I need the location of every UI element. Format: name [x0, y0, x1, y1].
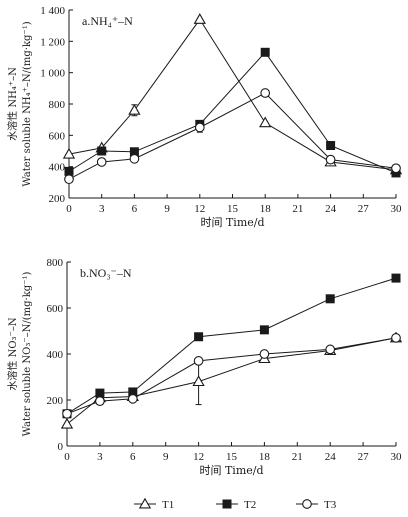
series-line-t1 [66, 337, 397, 425]
data-point-t1 [192, 375, 205, 387]
data-point-t3 [260, 88, 271, 98]
y-tick-label: 1 200 [40, 36, 65, 48]
data-point-t3 [127, 394, 138, 404]
series-line-t1 [68, 18, 397, 171]
x-tick-label: 12 [194, 203, 205, 215]
x-tick-label: 9 [164, 203, 170, 215]
x-tick-label: 9 [163, 451, 169, 463]
panel-label: a.NH₄⁺–N [82, 14, 133, 28]
x-tick-label: 15 [227, 203, 239, 215]
data-point-t2 [326, 141, 336, 151]
data-point-t1 [128, 103, 141, 115]
y-tick-label: 600 [47, 303, 64, 315]
series-line-t2 [66, 277, 397, 415]
x-axis-label: 时间 Time/d [200, 216, 264, 229]
x-tick-label: 27 [358, 451, 370, 463]
y-tick-label: 800 [47, 257, 64, 269]
data-point-t3 [325, 154, 336, 165]
data-point-t3 [129, 153, 140, 164]
series-line-t3 [68, 92, 397, 180]
data-point-t2 [391, 273, 401, 283]
x-tick-label: 21 [292, 451, 303, 463]
data-point-t1 [62, 147, 76, 159]
panel-a-nh4: 0 3 6 9 12 15 18 21 24 27 30 200 400 600 800 1 000 1 200… [6, 5, 403, 229]
x-tick-label: 18 [259, 451, 271, 463]
series-line-t3 [66, 337, 397, 415]
x-tick-label: 30 [391, 203, 403, 215]
legend-label: T3 [324, 499, 337, 511]
legend-label: T2 [244, 499, 256, 511]
x-tick-label: 0 [66, 203, 72, 215]
x-tick-label: 6 [132, 203, 138, 215]
data-point-t2 [194, 332, 204, 342]
y-tick-label: 400 [49, 162, 66, 174]
y-tick-label: 200 [47, 395, 64, 407]
data-point-t2 [325, 294, 335, 304]
data-point-t2 [260, 47, 270, 57]
x-tick-label: 18 [260, 203, 272, 215]
data-point-t3 [62, 408, 72, 419]
data-point-t3 [96, 157, 107, 167]
x-tick-label: 3 [97, 451, 103, 463]
data-point-t3 [259, 349, 270, 359]
legend-marker-t3 [302, 499, 312, 509]
x-tick-label: 21 [292, 203, 303, 215]
data-point-t2 [64, 166, 74, 176]
data-point-t2 [259, 325, 269, 335]
y-tick-label: 1 000 [40, 68, 65, 80]
y-tick-label: 400 [47, 349, 64, 361]
legend-label: T1 [162, 499, 174, 511]
x-tick-label: 0 [64, 451, 70, 463]
y-axis-label-cn: 水溶性 NO₃⁻–N [6, 317, 19, 390]
data-point-t3 [325, 344, 336, 355]
data-point-t3 [391, 333, 401, 343]
x-tick-label: 24 [325, 451, 337, 463]
data-point-t2 [95, 388, 105, 398]
y-tick-label: 0 [58, 441, 64, 453]
x-tick-label: 27 [358, 203, 370, 215]
y-tick-label: 1 400 [40, 5, 65, 17]
panel-b-no3: 0 3 6 9 12 15 18 21 24 27 30 0 200 400 600 800 b.NO₃⁻–N 时… [6, 257, 403, 477]
x-tick-label: 24 [325, 203, 337, 215]
y-tick-label: 600 [49, 130, 66, 142]
legend: T1 T2 T3 [134, 497, 337, 511]
y-tick-label: 800 [49, 99, 66, 111]
data-point-t3 [64, 174, 74, 185]
y-tick-label: 200 [49, 193, 66, 205]
data-point-t1 [193, 13, 206, 24]
panel-label: b.NO₃⁻–N [80, 266, 132, 280]
data-point-t1 [259, 116, 272, 128]
data-point-t1 [60, 417, 74, 429]
data-point-t3 [193, 356, 204, 366]
data-point-t3 [391, 163, 401, 174]
y-axis-label-cn: 水溶性 NH₄⁺–N [6, 67, 19, 141]
y-axis-label-en: Water soluble NH₄⁺–N/(mg·kg⁻¹) [22, 21, 33, 186]
data-point-t3 [95, 396, 105, 407]
x-tick-label: 30 [391, 451, 403, 463]
x-tick-label: 6 [130, 451, 136, 463]
x-tick-label: 3 [99, 203, 105, 215]
x-tick-label: 12 [193, 451, 204, 463]
data-point-t3 [194, 122, 205, 133]
y-axis-label-en: Water soluble NO₃⁻–N/(mg·kg⁻¹) [22, 272, 33, 437]
x-axis-label: 时间 Time/d [199, 464, 263, 477]
x-tick-label: 15 [226, 451, 238, 463]
legend-marker-t2 [222, 499, 232, 509]
data-point-t2 [97, 146, 107, 156]
legend-marker-t1 [138, 497, 152, 509]
